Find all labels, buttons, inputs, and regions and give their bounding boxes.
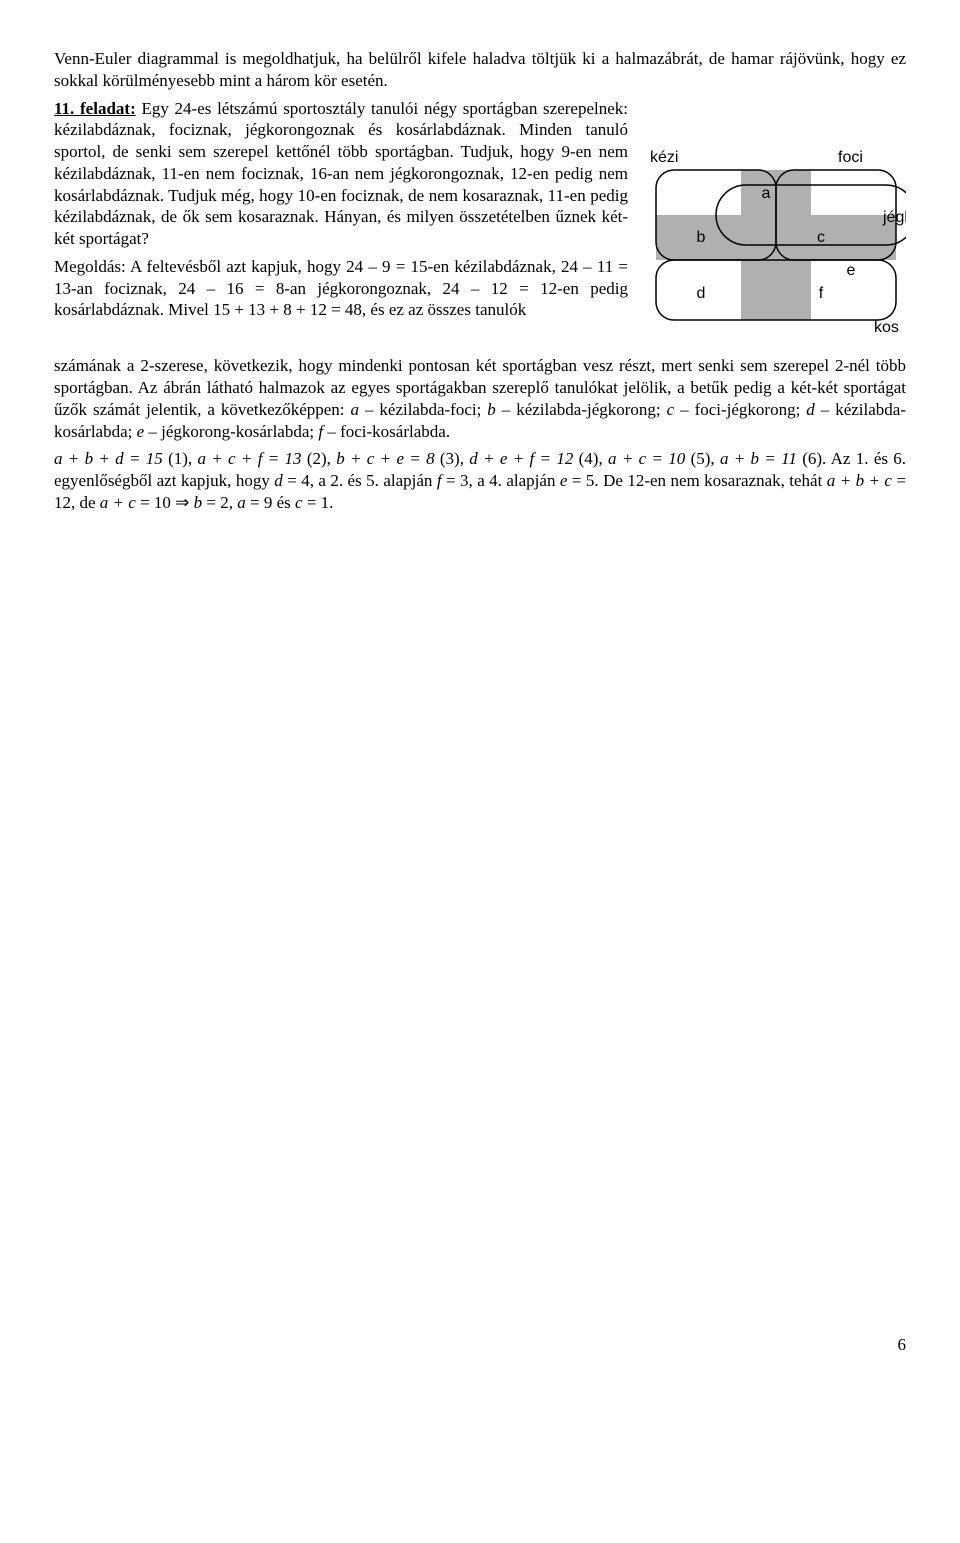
svg-text:jégk: jégk [882,209,906,226]
legend-e-text: – jégkorong-kosárlabda; [144,422,318,441]
legend-c-text: – foci-jégkorong; [674,400,806,419]
eq3: b + c + e = 8 [336,449,434,468]
intro-paragraph: Venn-Euler diagrammal is megoldhatjuk, h… [54,48,906,92]
eq1-n: (1), [163,449,198,468]
tail7: a [237,493,246,512]
legend-a-text: – kézilabda-foci; [359,400,487,419]
problem-block: 11. feladat: Egy 24-es létszámú sportosz… [54,98,906,356]
svg-text:e: e [847,262,856,279]
legend-d: d [806,400,815,419]
tail1: d [274,471,283,490]
svg-text:b: b [697,229,706,246]
eq4: d + e + f = 12 [469,449,573,468]
tail6: b [194,493,203,512]
diagram-column: kézi foci jégk kos a b c d e f [646,98,906,356]
tail1-t: = 4, a 2. és 5. alapján [283,471,437,490]
eq2-n: (2), [302,449,337,468]
tail8-t: = 1. [303,493,334,512]
tail7-t: = 9 és [246,493,295,512]
problem-text-column: 11. feladat: Egy 24-es létszámú sportosz… [54,98,628,328]
problem-statement: 11. feladat: Egy 24-es létszámú sportosz… [54,98,628,250]
solution-continuation: számának a 2-szerese, következik, hogy m… [54,355,906,442]
eq5-n: (5), [685,449,720,468]
legend-a: a [350,400,359,419]
svg-text:kos: kos [874,319,899,336]
svg-text:d: d [697,285,706,302]
solution-pre-figure: Megoldás: A feltevésből azt kapjuk, hogy… [54,256,628,321]
eq3-n: (3), [435,449,470,468]
eq6: a + b = 11 [720,449,797,468]
page-number: 6 [54,1334,906,1356]
tail4: a + b + c [827,471,892,490]
eq4-n: (4), [573,449,608,468]
svg-text:foci: foci [838,149,863,166]
svg-text:a: a [762,185,771,202]
tail3-t: = 5. De 12-en nem kosaraznak, tehát [567,471,826,490]
eq2: a + c + f = 13 [197,449,301,468]
venn-diagram: kézi foci jégk kos a b c d e f [646,130,906,350]
problem-lead: 11. feladat: [54,99,136,118]
equations-paragraph: a + b + d = 15 (1), a + c + f = 13 (2), … [54,448,906,513]
eq1: a + b + d = 15 [54,449,163,468]
tail6-t: = 2, [202,493,237,512]
tail2-t: = 3, a 4. alapján [442,471,560,490]
legend-b: b [487,400,496,419]
legend-f-text: – foci-kosárlabda. [323,422,450,441]
problem-body: Egy 24-es létszámú sportosztály tanulói … [54,99,628,249]
svg-text:c: c [817,229,825,246]
tail5: a + c [100,493,136,512]
svg-text:kézi: kézi [650,149,678,166]
tail5-t: = 10 ⇒ [136,493,194,512]
svg-text:f: f [819,285,824,302]
eq5: a + c = 10 [608,449,685,468]
legend-b-text: – kézilabda-jégkorong; [496,400,667,419]
tail8: c [295,493,303,512]
